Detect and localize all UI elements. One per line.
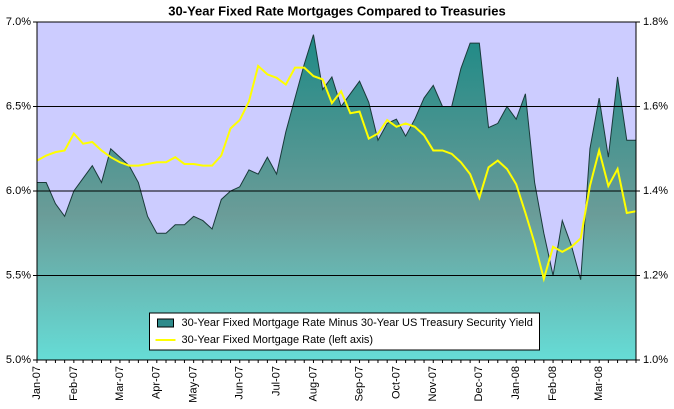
plot-border — [36, 21, 637, 361]
y2-tick-label: 1.6% — [643, 100, 668, 112]
x-tick-label: Dec-07 — [473, 366, 485, 401]
x-tick-label: Jan-07 — [31, 366, 43, 400]
x-tick-label: Feb-08 — [547, 366, 559, 401]
x-tick-label: Jan-08 — [510, 366, 522, 400]
y-tick-label: 6.5% — [6, 100, 31, 112]
legend-swatch — [157, 318, 174, 328]
line — [36, 64, 637, 283]
legend-box — [149, 312, 540, 351]
y-tick-label: 6.0% — [6, 185, 31, 197]
chart-title: 30-Year Fixed Rate Mortgages Compared to… — [168, 3, 505, 18]
y2-tick-label: 1.2% — [643, 269, 668, 281]
x-tick-label: Feb-07 — [68, 366, 80, 401]
y-tick-label: 5.5% — [6, 269, 31, 281]
legend-label: 30-Year Fixed Mortgage Rate (left axis) — [182, 334, 374, 346]
x-tick-label: Jul-07 — [271, 366, 283, 396]
legend-label: 30-Year Fixed Mortgage Rate Minus 30-Yea… — [182, 317, 533, 329]
y2-tick-label: 1.0% — [643, 354, 668, 366]
x-tick-label: Mar-08 — [593, 366, 605, 401]
x-tick-label: Mar-07 — [114, 366, 126, 401]
x-tick-label: Apr-07 — [151, 366, 163, 399]
y2-tick-label: 1.4% — [643, 185, 668, 197]
y-tick-label: 5.0% — [6, 354, 31, 366]
x-tick-label: May-07 — [188, 366, 200, 403]
x-tick-label: Aug-07 — [307, 366, 319, 401]
x-tick-label: Sep-07 — [353, 366, 365, 401]
x-tick-label: Jun-07 — [234, 366, 246, 400]
y-tick-label: 7.0% — [6, 16, 31, 28]
x-tick-label: Oct-07 — [390, 366, 402, 399]
x-tick-label: Nov-07 — [427, 366, 439, 401]
y2-tick-label: 1.8% — [643, 16, 668, 28]
